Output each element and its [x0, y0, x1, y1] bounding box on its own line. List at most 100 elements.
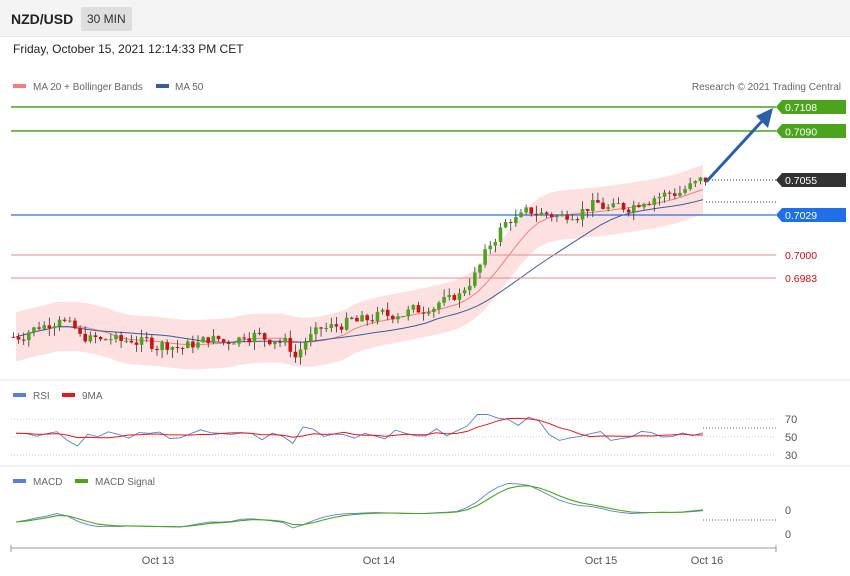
- candle-body: [673, 193, 677, 196]
- candle-body: [652, 198, 657, 205]
- candle-body: [452, 295, 457, 300]
- candle-body: [103, 339, 108, 341]
- level-value: 0.7090: [785, 127, 817, 139]
- candle-body: [355, 317, 359, 322]
- candle-body: [688, 183, 692, 190]
- level-support-1-label: 0.7000: [785, 250, 817, 262]
- candle-body: [642, 203, 646, 208]
- level-support-2-label: 0.6983: [785, 273, 817, 285]
- rsi-tick-30: 30: [785, 450, 797, 462]
- candle-body: [78, 328, 82, 334]
- x-tick-oct13: Oct 13: [142, 555, 174, 567]
- macd-tick-0: 0: [785, 505, 791, 517]
- candle-body: [298, 349, 303, 358]
- candle-body: [575, 219, 580, 221]
- candle-body: [370, 320, 375, 322]
- candle-body: [283, 337, 287, 343]
- candle-body: [698, 177, 703, 182]
- candle-body: [406, 309, 411, 317]
- candle-body: [416, 305, 421, 313]
- candle-body: [278, 341, 282, 343]
- candle-body: [175, 347, 180, 349]
- candle-body: [657, 196, 662, 199]
- legend-rsi-label: RSI: [33, 391, 50, 402]
- candle-body: [165, 342, 170, 350]
- candle-body: [411, 305, 416, 310]
- candle-body: [62, 319, 67, 321]
- candle-body: [585, 209, 590, 211]
- candle-body: [129, 340, 134, 343]
- candle-body: [257, 332, 262, 334]
- candle-body: [493, 241, 498, 246]
- copyright-text: Research © 2021 Trading Central: [692, 82, 841, 93]
- candle-body: [488, 245, 493, 250]
- level-value: 0.7108: [785, 102, 817, 114]
- candle-body: [529, 207, 534, 214]
- candle-body: [432, 308, 436, 312]
- candle-body: [288, 337, 293, 352]
- candle-body: [150, 337, 154, 349]
- candle-body: [611, 203, 616, 208]
- candle-body: [565, 214, 569, 220]
- candle-body: [621, 203, 626, 210]
- candle-body: [626, 209, 631, 213]
- candle-body: [549, 214, 554, 218]
- candle-body: [350, 317, 354, 319]
- candle-body: [88, 335, 93, 342]
- candle-body: [601, 202, 605, 209]
- candle-body: [37, 327, 41, 329]
- candle-body: [329, 324, 334, 329]
- candle-body: [667, 192, 672, 194]
- candle-body: [134, 342, 139, 345]
- candle-body: [242, 337, 246, 339]
- candle-body: [421, 312, 426, 314]
- candle-body: [185, 341, 190, 349]
- candle-body: [473, 272, 477, 286]
- candle-body: [221, 339, 226, 343]
- candle-body: [385, 309, 390, 316]
- candle-body: [27, 332, 31, 341]
- level-tag-pivot: 0.7029: [776, 208, 846, 222]
- candle-body: [457, 293, 462, 300]
- candle-body: [447, 295, 452, 298]
- candle-body: [503, 222, 508, 228]
- candle-body: [226, 342, 231, 344]
- candle-body: [570, 219, 575, 221]
- macd-tick-0b: 0: [785, 529, 791, 541]
- legend-ma50-label: MA 50: [175, 82, 204, 93]
- candle-body: [180, 347, 185, 349]
- candle-body: [201, 337, 205, 343]
- candle-body: [232, 343, 236, 345]
- x-tick-oct16: Oct 16: [691, 555, 723, 567]
- candle-body: [11, 336, 16, 338]
- timeframe-button[interactable]: 30 MIN: [81, 7, 132, 31]
- candle-body: [32, 327, 36, 333]
- level-value: 0.7029: [785, 210, 817, 222]
- candle-body: [160, 342, 164, 351]
- candle-body: [344, 317, 349, 330]
- rsi-tick-50: 50: [785, 432, 797, 444]
- candle-body: [216, 335, 221, 340]
- legend-swatch-ma50: [156, 84, 169, 88]
- x-tick-oct15: Oct 15: [585, 555, 617, 567]
- price-legend: MA 20 + Bollinger Bands MA 50 Research ©…: [13, 82, 841, 93]
- projection-arrow: [705, 108, 773, 183]
- candle-body: [462, 290, 467, 294]
- candle-body: [191, 341, 195, 348]
- level-tag-current: 0.7055: [776, 173, 846, 187]
- candle-body: [339, 326, 344, 330]
- candle-body: [303, 341, 308, 350]
- candle-body: [580, 209, 585, 220]
- candle-body: [109, 339, 113, 341]
- candle-body: [616, 203, 621, 205]
- candle-body: [478, 264, 482, 273]
- candle-body: [144, 337, 149, 339]
- symbol-label: NZD/USD: [11, 11, 74, 27]
- candle-body: [252, 332, 257, 343]
- legend-swatch-ma20: [13, 84, 26, 88]
- rsi-9ma-line: [15, 417, 703, 439]
- candle-body: [693, 181, 698, 184]
- ma50-line: [15, 199, 704, 343]
- level-tag-resistance-2: 0.7108: [776, 100, 846, 114]
